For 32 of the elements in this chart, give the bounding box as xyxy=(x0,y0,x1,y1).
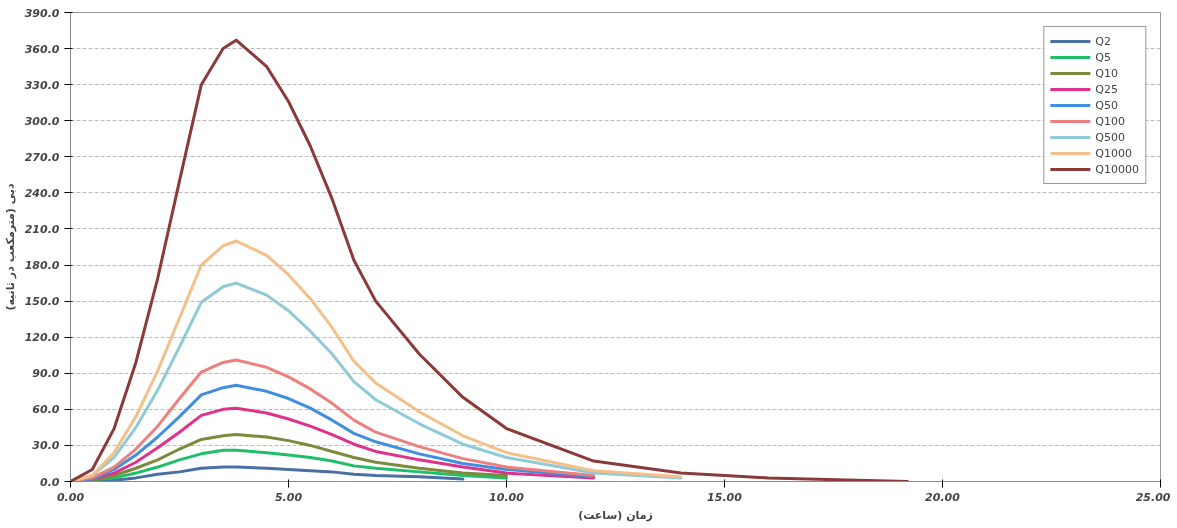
legend-label: Q25 xyxy=(1095,81,1118,97)
x-tick-label: 5.00 xyxy=(274,490,303,504)
legend-label: Q10 xyxy=(1095,65,1118,81)
y-tick-label: 180.0 xyxy=(24,259,60,273)
y-tick-label: 330.0 xyxy=(24,78,60,92)
y-tick-label: 390.0 xyxy=(24,6,60,20)
y-tick-label: 150.0 xyxy=(24,295,60,309)
x-tick-label: 15.00 xyxy=(707,490,743,504)
y-tick-label: 120.0 xyxy=(24,331,60,345)
y-tick-label: 270.0 xyxy=(24,150,60,164)
x-tick-label: 25.00 xyxy=(1135,490,1171,504)
legend-label: Q500 xyxy=(1095,129,1125,145)
legend-label: Q1000 xyxy=(1095,145,1132,161)
legend-label: Q5 xyxy=(1095,49,1112,65)
y-tick-label: 210.0 xyxy=(24,222,60,236)
line-series xyxy=(70,38,910,482)
y-tick-label: 300.0 xyxy=(24,114,60,128)
x-axis-title: زمان (ساعت) xyxy=(578,508,653,522)
x-tick-label: 20.00 xyxy=(925,490,961,504)
y-axis-title: دبی (مترمکعب در ثانیه) xyxy=(3,183,17,311)
y-tick-label: 90.0 xyxy=(32,367,60,381)
legend-label: Q100 xyxy=(1095,113,1125,129)
x-tick-label: 0.00 xyxy=(56,490,85,504)
y-tick-label: 240.0 xyxy=(24,186,60,200)
legend-label: Q50 xyxy=(1095,97,1118,113)
y-tick-label: 360.0 xyxy=(24,42,60,56)
legend-label: Q10000 xyxy=(1095,161,1139,177)
legend-label: Q2 xyxy=(1095,33,1112,49)
y-tick-label: 60.0 xyxy=(32,403,60,417)
y-tick-label: 0.0 xyxy=(40,475,60,489)
y-tick-label: 30.0 xyxy=(32,439,60,453)
x-tick-label: 10.00 xyxy=(489,490,525,504)
